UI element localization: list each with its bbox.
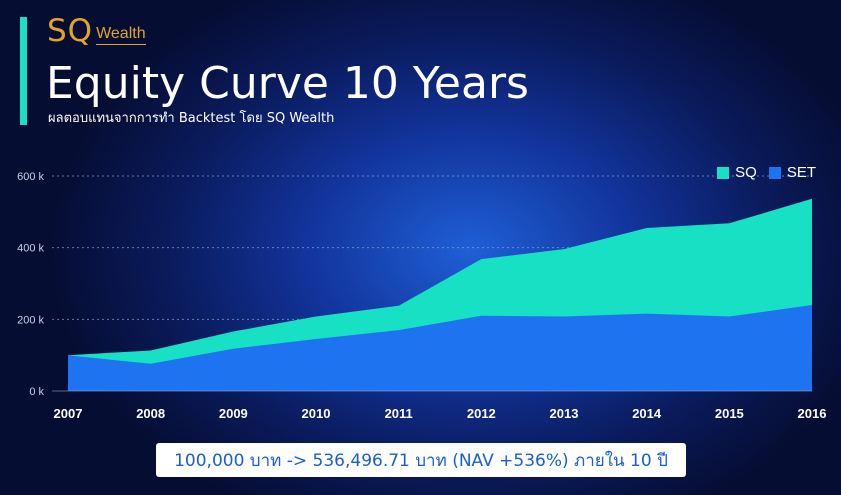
x-tick-label: 2008 xyxy=(136,406,165,421)
chart-legend: SQ SET xyxy=(705,164,816,181)
y-tick-label: 200 k xyxy=(17,314,44,326)
legend-label-set: SET xyxy=(786,164,816,181)
x-tick-label: 2009 xyxy=(219,406,248,421)
x-tick-label: 2014 xyxy=(632,406,662,421)
x-tick-label: 2011 xyxy=(385,406,413,421)
legend-item-set: SET xyxy=(768,164,816,181)
x-tick-label: 2013 xyxy=(550,406,579,421)
legend-label-sq: SQ xyxy=(735,164,757,181)
page-title: Equity Curve 10 Years xyxy=(46,58,529,109)
x-tick-label: 2010 xyxy=(302,406,331,421)
x-tick-label: 2015 xyxy=(715,406,744,421)
accent-bar xyxy=(20,17,27,125)
y-tick-label: 600 k xyxy=(17,171,44,183)
x-tick-label: 2007 xyxy=(54,406,83,421)
brand-sq-text: SQ xyxy=(47,13,94,49)
area-set xyxy=(68,305,812,391)
brand-wealth-text: Wealth xyxy=(96,24,146,45)
legend-swatch-set xyxy=(768,166,781,179)
brand-logo: SQ Wealth xyxy=(47,13,146,49)
summary-text: 100,000 บาท -> 536,496.71 บาท (NAV +536%… xyxy=(174,450,668,471)
y-tick-label: 0 k xyxy=(29,386,44,398)
legend-item-sq: SQ xyxy=(717,164,757,181)
y-tick-label: 400 k xyxy=(17,243,44,255)
page-subtitle: ผลตอบแทนจากการทำ Backtest โดย SQ Wealth xyxy=(48,111,335,126)
summary-box: 100,000 บาท -> 536,496.71 บาท (NAV +536%… xyxy=(156,443,686,477)
x-tick-label: 2016 xyxy=(798,406,827,421)
x-tick-label: 2012 xyxy=(467,406,496,421)
legend-swatch-sq xyxy=(717,166,730,179)
